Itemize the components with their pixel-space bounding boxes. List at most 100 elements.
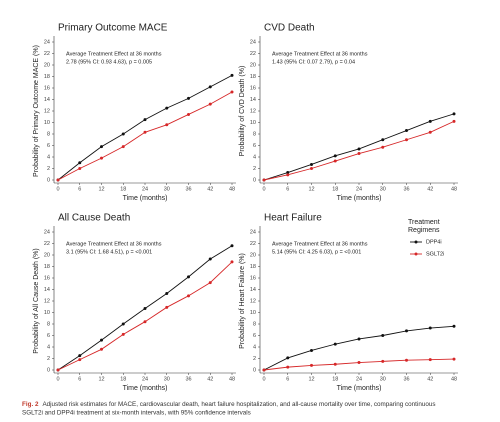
y-tick-label: 14 xyxy=(44,287,50,293)
y-tick-label: 22 xyxy=(44,241,50,247)
data-point xyxy=(310,363,313,367)
y-tick-label: 16 xyxy=(250,85,256,91)
data-point xyxy=(187,96,190,100)
y-tick-label: 20 xyxy=(250,252,256,258)
legend-swatch xyxy=(414,240,418,244)
y-tick-label: 14 xyxy=(250,97,256,103)
data-point xyxy=(286,171,290,175)
x-tick-label: 12 xyxy=(308,186,314,192)
x-tick-label: 48 xyxy=(229,376,235,382)
data-point xyxy=(381,145,385,149)
data-point xyxy=(121,145,125,149)
series-line xyxy=(57,91,233,181)
x-tick-label: 42 xyxy=(207,376,213,382)
data-point xyxy=(357,147,361,151)
x-tick-label: 36 xyxy=(403,186,409,192)
series-line xyxy=(57,74,233,181)
data-point xyxy=(333,154,337,158)
x-tick-label: 42 xyxy=(427,376,433,382)
data-point xyxy=(78,354,82,358)
data-point xyxy=(262,178,266,182)
data-point xyxy=(208,281,212,285)
data-point xyxy=(286,365,290,369)
x-tick-label: 24 xyxy=(142,376,148,382)
y-tick-label: 22 xyxy=(250,51,256,57)
x-tick-label: 30 xyxy=(380,186,386,192)
data-point xyxy=(405,129,408,133)
y-tick-label: 2 xyxy=(253,166,256,172)
data-point xyxy=(143,130,147,134)
data-point xyxy=(56,178,60,182)
y-tick-label: 18 xyxy=(250,264,256,270)
data-point xyxy=(78,161,82,165)
data-point xyxy=(56,368,60,372)
y-tick-label: 4 xyxy=(253,344,256,350)
x-tick-label: 48 xyxy=(229,186,235,192)
y-tick-label: 12 xyxy=(250,108,256,114)
data-point xyxy=(78,358,82,362)
y-tick-label: 24 xyxy=(250,229,256,235)
data-point xyxy=(208,102,212,106)
x-tick-label: 24 xyxy=(356,186,362,192)
x-tick-label: 24 xyxy=(142,186,148,192)
y-tick-label: 8 xyxy=(47,131,50,137)
caption-text: SGLT2i and DPP4i treatment at six-month … xyxy=(22,410,251,417)
data-point xyxy=(230,260,234,264)
data-point xyxy=(208,85,212,89)
x-tick-label: 18 xyxy=(120,376,126,382)
x-tick-label: 42 xyxy=(207,186,213,192)
data-point xyxy=(333,159,337,163)
y-tick-label: 4 xyxy=(47,154,50,160)
y-tick-label: 10 xyxy=(44,310,50,316)
y-tick-label: 10 xyxy=(250,120,256,126)
y-tick-label: 16 xyxy=(44,275,50,281)
y-tick-label: 18 xyxy=(44,264,50,270)
y-tick-label: 24 xyxy=(250,39,256,45)
x-tick-label: 42 xyxy=(427,186,433,192)
y-tick-label: 22 xyxy=(250,241,256,247)
data-point xyxy=(121,322,125,326)
y-tick-label: 8 xyxy=(253,131,256,137)
y-tick-label: 24 xyxy=(44,229,50,235)
data-point xyxy=(187,294,190,298)
y-tick-label: 0 xyxy=(253,177,256,183)
caption-text: Adjusted risk estimates for MACE, cardio… xyxy=(42,401,435,408)
y-tick-label: 0 xyxy=(253,367,256,373)
series-line xyxy=(57,261,233,371)
y-tick-label: 4 xyxy=(253,154,256,160)
y-tick-label: 10 xyxy=(250,310,256,316)
data-point xyxy=(165,305,169,309)
data-point xyxy=(428,358,432,362)
annotation: 1.43 (95% CI: 0.07 2.79), p = 0.04 xyxy=(272,59,355,65)
data-point xyxy=(452,357,456,361)
y-axis-label: Probability of CVD Death (%) xyxy=(239,66,246,157)
data-point xyxy=(310,162,313,166)
x-tick-label: 24 xyxy=(356,376,362,382)
data-point xyxy=(310,167,313,170)
x-axis-label: Time (months) xyxy=(337,195,382,202)
data-point xyxy=(333,342,337,346)
data-point xyxy=(357,361,361,365)
annotation: Average Treatment Effect at 36 months xyxy=(272,51,368,57)
data-point xyxy=(357,152,361,156)
data-point xyxy=(452,112,456,116)
data-point xyxy=(333,362,337,366)
x-tick-label: 36 xyxy=(185,186,191,192)
y-tick-label: 24 xyxy=(44,39,50,45)
data-point xyxy=(428,119,432,123)
data-point xyxy=(143,118,147,122)
annotation: Average Treatment Effect at 36 months xyxy=(272,241,368,247)
x-tick-label: 0 xyxy=(56,376,59,382)
y-tick-label: 20 xyxy=(44,252,50,258)
x-tick-label: 12 xyxy=(98,186,104,192)
y-tick-label: 16 xyxy=(250,275,256,281)
x-tick-label: 0 xyxy=(56,186,59,192)
data-point xyxy=(357,337,361,341)
data-point xyxy=(381,359,385,363)
y-tick-label: 12 xyxy=(250,298,256,304)
data-point xyxy=(165,123,169,127)
data-point xyxy=(405,138,408,142)
y-tick-label: 18 xyxy=(250,74,256,80)
x-axis-label: Time (months) xyxy=(123,385,168,392)
